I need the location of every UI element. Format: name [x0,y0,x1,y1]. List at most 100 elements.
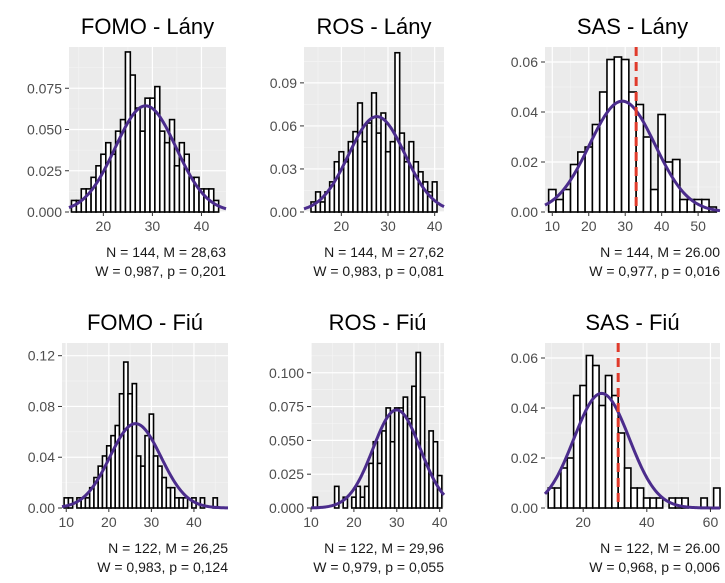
panel-title: ROS - Lány [317,14,432,39]
x-tick-label: 30 [145,218,161,234]
x-tick-label: 30 [617,218,633,234]
histogram-bar [584,146,594,213]
stats-line-2: W = 0,968, p = 0,006 [589,559,720,575]
panel-title: ROS - Fiú [329,310,427,335]
y-tick-label: 0.08 [28,398,55,414]
panel-5: 10 20 30 40 0.000 0.025 0.050 0.075 0.100 ROS - F… [269,310,448,575]
x-tick-label: 30 [380,218,396,234]
histogram-bar [606,58,616,213]
histogram-bar [579,384,588,509]
x-tick-label: 30 [144,514,160,530]
stats-line-2: W = 0,983, p = 0,124 [97,559,228,575]
y-tick-label: 0.050 [27,122,62,138]
x-tick-label: 40 [194,218,210,234]
y-tick-label: 0.050 [269,432,304,448]
histogram-bar [333,485,340,509]
x-tick-label: 50 [690,218,706,234]
histogram-bar [560,467,569,509]
histogram-bar [585,354,594,509]
normal-curve [543,391,721,510]
y-tick-label: 0.100 [269,365,304,381]
y-tick-label: 0.00 [511,204,538,220]
x-tick-label: 20 [575,514,591,530]
y-tick-label: 0.02 [511,154,538,170]
histogram-bar [712,487,721,509]
histogram-bar [553,487,562,509]
histogram-bar [649,188,659,213]
histogram-bar [555,198,565,213]
y-tick-label: 0.000 [269,500,304,516]
histogram-bar [566,457,575,509]
panel-title: FOMO - Fiú [87,310,203,335]
panel-2: 20 30 40 0.00 0.03 0.06 0.09 ROS - Lány N = 144,… [270,14,445,279]
y-tick-label: 0.000 [27,204,62,220]
y-tick-label: 0.04 [28,449,55,465]
x-tick-label: 30 [389,514,405,530]
y-tick-label: 0.025 [269,466,304,482]
histogram-bar [679,198,688,213]
y-tick-label: 0.00 [270,204,297,220]
x-tick-label: 60 [703,514,719,530]
stats-line-1: N = 122, M = 26,25 [108,540,228,556]
panel-4: 10 20 30 40 0.00 0.04 0.08 0.12 FOMO - Fiú N = 12… [28,310,228,575]
y-tick-label: 0.06 [511,350,538,366]
y-tick-label: 0.075 [27,80,62,96]
histogram-bar [655,497,664,509]
normal-curve [310,408,446,510]
stats-line-1: N = 122, M = 26.00 [600,540,720,556]
stats-line-2: W = 0,979, p = 0,055 [313,559,444,575]
y-tick-label: 0.06 [511,54,538,70]
y-tick-label: 0.075 [269,399,304,415]
histogram-bar [630,487,639,509]
panel-title: SAS - Lány [577,14,688,39]
y-tick-label: 0.12 [28,348,55,364]
histogram-bar [591,364,600,509]
histogram-bar [431,181,438,213]
histogram-bar [613,56,623,213]
histogram-bar [131,382,138,509]
x-tick-label: 10 [58,514,74,530]
x-tick-label: 20 [96,218,112,234]
panel-title: FOMO - Lány [81,14,214,39]
stats-line-1: N = 144, M = 26.00 [600,244,720,260]
histogram-bar [182,497,189,509]
histogram-bar [572,394,581,509]
y-tick-label: 0.00 [28,500,55,516]
panel-title: SAS - Fiú [585,310,679,335]
stats-line-2: W = 0,983, p = 0,081 [313,263,444,279]
normal-curve [68,104,227,211]
y-tick-label: 0.06 [270,118,297,134]
x-tick-label: 20 [101,514,117,530]
x-tick-label: 40 [427,218,443,234]
histogram-bar [199,497,206,509]
stats-line-1: N = 144, M = 28,63 [106,244,226,260]
panel-6: 20 40 60 0.00 0.02 0.04 0.06 SAS - Fiú N = 122, … [511,310,721,575]
x-tick-label: 40 [186,514,202,530]
stats-line-2: W = 0,987, p = 0,201 [95,263,226,279]
x-tick-label: 20 [581,218,597,234]
x-tick-label: 40 [432,514,448,530]
histogram-bar [598,404,607,509]
histogram-bar [649,497,658,509]
x-tick-label: 10 [303,514,319,530]
panel-3: 10 20 30 40 50 0.00 0.02 0.04 0.06 SAS - Lány N = … [511,14,720,279]
histogram-bar [598,91,608,213]
histogram-bar [642,136,652,213]
y-tick-label: 0.04 [511,104,538,120]
normal-curve [544,99,721,213]
histogram-bar [623,467,632,509]
histogram-bar [642,497,651,509]
y-tick-label: 0.09 [270,75,297,91]
stats-line-2: W = 0,977, p = 0,016 [589,263,720,279]
stats-line-1: N = 144, M = 27,62 [324,244,444,260]
histogram-bar [562,188,572,213]
normal-curve [303,115,445,211]
panel-1: 20 30 40 0.000 0.025 0.050 0.075 FOMO - Lány N =… [27,14,227,279]
histogram-bar [636,487,645,509]
histogram-bar [620,58,630,213]
y-tick-label: 0.04 [511,400,538,416]
y-tick-label: 0.00 [511,500,538,516]
stats-line-1: N = 122, M = 29,96 [324,540,444,556]
x-tick-label: 20 [346,514,362,530]
